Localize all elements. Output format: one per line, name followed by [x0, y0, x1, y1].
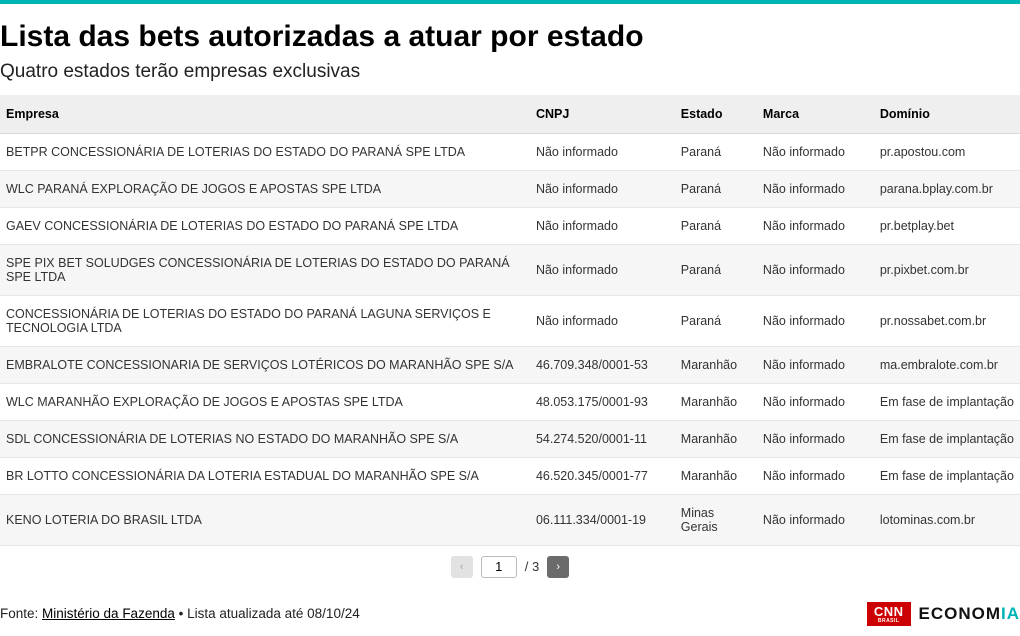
pager-next-button[interactable]: › — [547, 556, 569, 578]
page-subtitle: Quatro estados terão empresas exclusivas — [0, 61, 1020, 83]
cell-empresa: KENO LOTERIA DO BRASIL LTDA — [0, 494, 530, 545]
economia-logo: ECONOMIA — [919, 604, 1020, 624]
cell-dominio: pr.pixbet.com.br — [874, 244, 1020, 295]
cell-dominio: Em fase de implantação — [874, 420, 1020, 457]
table-row: KENO LOTERIA DO BRASIL LTDA06.111.334/00… — [0, 494, 1020, 545]
cell-marca: Não informado — [757, 346, 874, 383]
cell-cnpj: 46.520.345/0001-77 — [530, 457, 675, 494]
table-row: SDL CONCESSIONÁRIA DE LOTERIAS NO ESTADO… — [0, 420, 1020, 457]
source-link[interactable]: Ministério da Fazenda — [42, 606, 175, 621]
table-row: WLC PARANÁ EXPLORAÇÃO DE JOGOS E APOSTAS… — [0, 170, 1020, 207]
cell-dominio: lotominas.com.br — [874, 494, 1020, 545]
col-header-estado: Estado — [675, 95, 757, 134]
table-row: CONCESSIONÁRIA DE LOTERIAS DO ESTADO DO … — [0, 295, 1020, 346]
cell-empresa: SPE PIX BET SOLUDGES CONCESSIONÁRIA DE L… — [0, 244, 530, 295]
cell-estado: Paraná — [675, 207, 757, 244]
pager-total-label: / 3 — [525, 559, 539, 574]
pager-prev-button[interactable]: ‹ — [451, 556, 473, 578]
cell-estado: Paraná — [675, 295, 757, 346]
cell-estado: Maranhão — [675, 383, 757, 420]
cell-cnpj: 54.274.520/0001-11 — [530, 420, 675, 457]
updated-text: • Lista atualizada até 08/10/24 — [175, 606, 360, 621]
pagination: ‹ / 3 › — [0, 546, 1020, 588]
cell-cnpj: Não informado — [530, 170, 675, 207]
cell-marca: Não informado — [757, 244, 874, 295]
cell-estado: Paraná — [675, 170, 757, 207]
cell-estado: Maranhão — [675, 457, 757, 494]
cell-empresa: GAEV CONCESSIONÁRIA DE LOTERIAS DO ESTAD… — [0, 207, 530, 244]
cell-marca: Não informado — [757, 133, 874, 170]
cell-cnpj: 46.709.348/0001-53 — [530, 346, 675, 383]
col-header-marca: Marca — [757, 95, 874, 134]
cell-dominio: Em fase de implantação — [874, 383, 1020, 420]
table-row: EMBRALOTE CONCESSIONARIA DE SERVIÇOS LOT… — [0, 346, 1020, 383]
cell-cnpj: Não informado — [530, 295, 675, 346]
cell-estado: Paraná — [675, 244, 757, 295]
cell-cnpj: 48.053.175/0001-93 — [530, 383, 675, 420]
cell-dominio: parana.bplay.com.br — [874, 170, 1020, 207]
cell-empresa: BR LOTTO CONCESSIONÁRIA DA LOTERIA ESTAD… — [0, 457, 530, 494]
cnn-text: CNN — [874, 605, 904, 618]
cell-marca: Não informado — [757, 170, 874, 207]
cell-dominio: pr.betplay.bet — [874, 207, 1020, 244]
economia-prefix: ECONOM — [919, 604, 1002, 623]
page-title: Lista das bets autorizadas a atuar por e… — [0, 20, 1020, 55]
col-header-dominio: Domínio — [874, 95, 1020, 134]
economia-suffix: IA — [1001, 604, 1020, 623]
col-header-cnpj: CNPJ — [530, 95, 675, 134]
table-row: WLC MARANHÃO EXPLORAÇÃO DE JOGOS E APOST… — [0, 383, 1020, 420]
cell-empresa: EMBRALOTE CONCESSIONARIA DE SERVIÇOS LOT… — [0, 346, 530, 383]
page-footer: Fonte: Ministério da Fazenda • Lista atu… — [0, 588, 1020, 636]
cnn-sub-text: BRASIL — [878, 618, 900, 624]
table-row: BR LOTTO CONCESSIONÁRIA DA LOTERIA ESTAD… — [0, 457, 1020, 494]
cell-empresa: SDL CONCESSIONÁRIA DE LOTERIAS NO ESTADO… — [0, 420, 530, 457]
page-header: Lista das bets autorizadas a atuar por e… — [0, 4, 1020, 95]
table-row: BETPR CONCESSIONÁRIA DE LOTERIAS DO ESTA… — [0, 133, 1020, 170]
cell-empresa: BETPR CONCESSIONÁRIA DE LOTERIAS DO ESTA… — [0, 133, 530, 170]
col-header-empresa: Empresa — [0, 95, 530, 134]
pager-current-input[interactable] — [481, 556, 517, 578]
brand-logo: CNN BRASIL ECONOMIA — [867, 602, 1020, 626]
source-prefix: Fonte: — [0, 606, 42, 621]
cell-marca: Não informado — [757, 420, 874, 457]
cell-estado: Paraná — [675, 133, 757, 170]
source-line: Fonte: Ministério da Fazenda • Lista atu… — [0, 606, 360, 621]
table-row: SPE PIX BET SOLUDGES CONCESSIONÁRIA DE L… — [0, 244, 1020, 295]
cell-cnpj: Não informado — [530, 244, 675, 295]
cnn-logo: CNN BRASIL — [867, 602, 911, 626]
table-body: BETPR CONCESSIONÁRIA DE LOTERIAS DO ESTA… — [0, 133, 1020, 545]
cell-empresa: WLC PARANÁ EXPLORAÇÃO DE JOGOS E APOSTAS… — [0, 170, 530, 207]
cell-dominio: pr.nossabet.com.br — [874, 295, 1020, 346]
cell-marca: Não informado — [757, 494, 874, 545]
table-header-row: Empresa CNPJ Estado Marca Domínio — [0, 95, 1020, 134]
cell-dominio: ma.embralote.com.br — [874, 346, 1020, 383]
cell-cnpj: Não informado — [530, 207, 675, 244]
cell-marca: Não informado — [757, 457, 874, 494]
cell-dominio: Em fase de implantação — [874, 457, 1020, 494]
cell-estado: Maranhão — [675, 420, 757, 457]
cell-marca: Não informado — [757, 295, 874, 346]
cell-marca: Não informado — [757, 383, 874, 420]
bets-table: Empresa CNPJ Estado Marca Domínio BETPR … — [0, 95, 1020, 546]
cell-marca: Não informado — [757, 207, 874, 244]
cell-estado: Minas Gerais — [675, 494, 757, 545]
cell-empresa: WLC MARANHÃO EXPLORAÇÃO DE JOGOS E APOST… — [0, 383, 530, 420]
cell-empresa: CONCESSIONÁRIA DE LOTERIAS DO ESTADO DO … — [0, 295, 530, 346]
cell-cnpj: 06.111.334/0001-19 — [530, 494, 675, 545]
table-row: GAEV CONCESSIONÁRIA DE LOTERIAS DO ESTAD… — [0, 207, 1020, 244]
cell-dominio: pr.apostou.com — [874, 133, 1020, 170]
cell-cnpj: Não informado — [530, 133, 675, 170]
cell-estado: Maranhão — [675, 346, 757, 383]
